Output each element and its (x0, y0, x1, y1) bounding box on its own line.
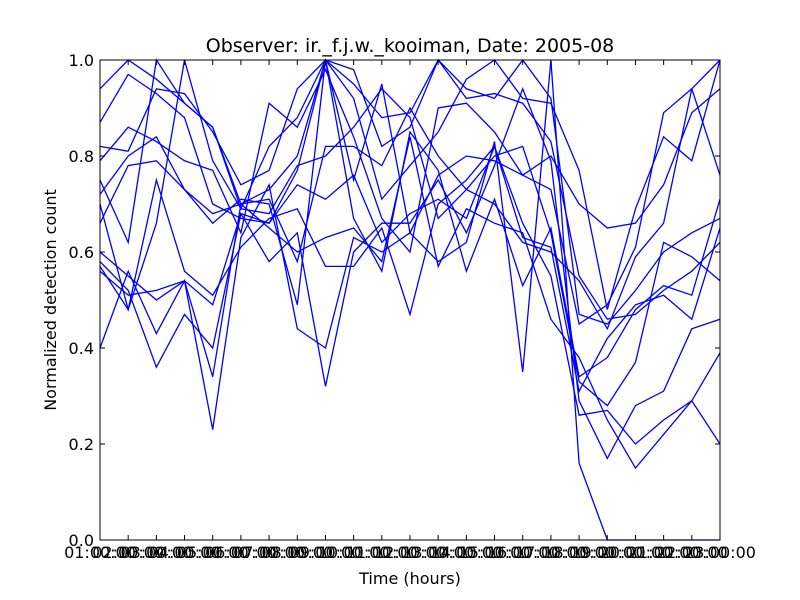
x-tick-label: 05:00:00 (177, 543, 249, 562)
x-tick-label: 14:00:00 (430, 543, 502, 562)
x-tick-label: 11:00:00 (346, 543, 418, 562)
x-tick-label: 09:00:00 (290, 543, 362, 562)
x-tick-label: 02:00:00 (92, 543, 164, 562)
series-line-2 (99, 58, 721, 325)
series-line-5 (99, 58, 721, 326)
series-line-12 (99, 86, 721, 460)
series-line-9 (99, 145, 721, 445)
x-tick-label: 07:00:00 (233, 543, 305, 562)
series-line-8 (99, 144, 721, 394)
x-tick-label: 23:00:00 (684, 543, 756, 562)
x-tick-label: 06:00:00 (205, 543, 277, 562)
y-tick-label: 0.6 (69, 243, 94, 262)
series-line-4 (99, 68, 721, 254)
x-tick-label: 08:00:00 (261, 543, 333, 562)
series-line-7 (99, 106, 721, 407)
x-tick-label: 13:00:00 (402, 543, 474, 562)
x-tick-label: 15:00:00 (459, 543, 531, 562)
y-tick-label: 0.8 (69, 147, 94, 166)
chart-title: Observer: ir._f.j.w._kooiman, Date: 2005… (206, 35, 615, 57)
series-lines (99, 58, 721, 541)
x-axis-label: Time (hours) (358, 569, 461, 588)
x-tick-label: 01:00:00 (64, 543, 136, 562)
x-tick-label: 20:00:00 (600, 543, 672, 562)
y-axis-ticks: 0.0 0.2 0.4 0.6 0.8 1.0 (69, 51, 720, 550)
x-tick-label: 16:00:00 (487, 543, 559, 562)
x-tick-label: 10:00:00 (318, 543, 390, 562)
x-tick-label: 04:00:00 (149, 543, 221, 562)
x-tick-label: 12:00:00 (374, 543, 446, 562)
series-line-6 (99, 59, 721, 331)
series-line-3 (99, 58, 721, 310)
y-tick-label: 1.0 (69, 51, 94, 70)
x-axis-ticks: 02:00:0004:00:0006:00:0008:00:0010:00:00… (64, 60, 756, 562)
y-axis-label: Normalized detection count (41, 189, 60, 411)
series-line-13 (99, 59, 721, 378)
x-tick-label: 18:00:00 (543, 543, 615, 562)
y-tick-label: 0.2 (69, 435, 94, 454)
x-tick-label: 17:00:00 (515, 543, 587, 562)
series-line-1 (99, 58, 721, 320)
x-tick-label: 21:00:00 (628, 543, 700, 562)
series-line-10 (99, 136, 721, 470)
x-tick-label: 03:00:00 (120, 543, 192, 562)
y-tick-label: 0.0 (69, 531, 94, 550)
x-tick-label: 19:00:00 (571, 543, 643, 562)
x-tick-label: 22:00:00 (656, 543, 728, 562)
y-tick-label: 0.4 (69, 339, 94, 358)
